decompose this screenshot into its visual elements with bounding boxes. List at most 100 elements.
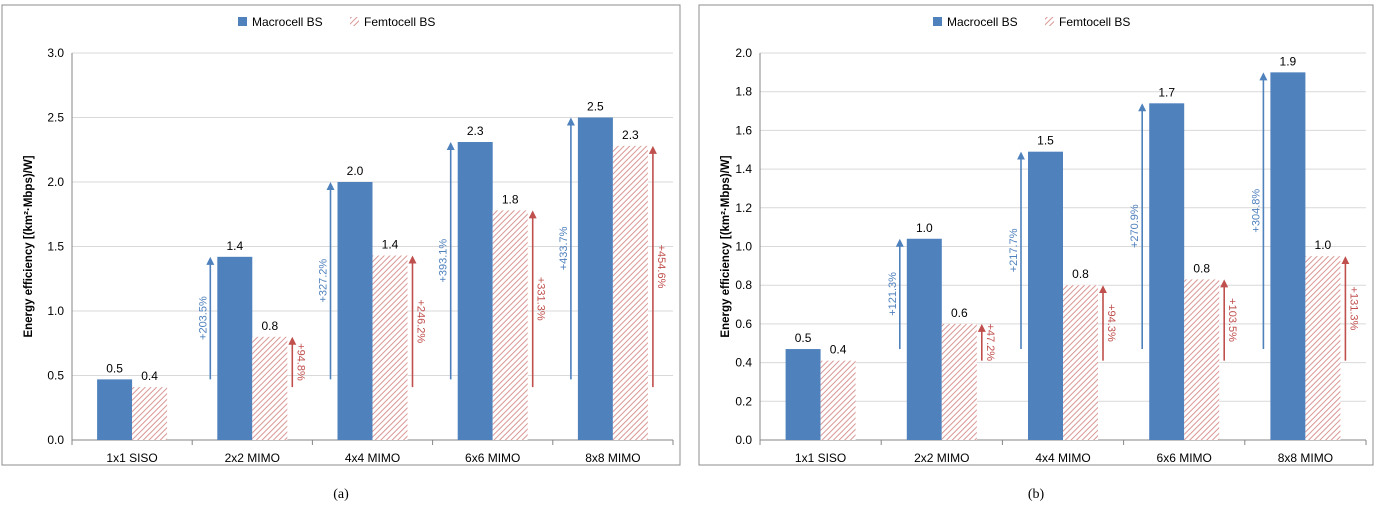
x-category-label: 4x4 MIMO — [345, 451, 400, 465]
x-category-label: 8x8 MIMO — [585, 451, 640, 465]
legend-label-femtocell: Femtocell BS — [1059, 15, 1130, 29]
y-tick-label: 0.0 — [735, 433, 752, 447]
femtocell-value-label: 2.3 — [622, 128, 639, 142]
y-tick-label: 0.2 — [735, 394, 752, 408]
x-category-label: 6x6 MIMO — [465, 451, 520, 465]
y-tick-label: 2.0 — [735, 46, 752, 60]
femtocell-bar — [1305, 256, 1341, 440]
macrocell-bar — [217, 256, 253, 440]
figure-caption: (b) — [1028, 487, 1045, 502]
femtocell-bar — [612, 145, 648, 440]
legend-swatch-macrocell — [933, 17, 942, 26]
macrocell-bar — [457, 142, 493, 440]
growth-percent-label: +47.2% — [984, 323, 996, 361]
growth-percent-label: +103.5% — [1226, 298, 1238, 342]
legend-swatch-macrocell — [238, 17, 247, 26]
femtocell-bar — [820, 360, 856, 440]
femtocell-bar — [1063, 285, 1098, 440]
macrocell-value-label: 1.4 — [226, 239, 243, 253]
legend-swatch-femtocell — [350, 17, 359, 26]
y-tick-label: 1.8 — [735, 85, 752, 99]
y-tick-label: 3.0 — [47, 46, 64, 60]
femtocell-value-label: 1.0 — [1315, 238, 1332, 252]
femtocell-value-label: 0.8 — [1193, 261, 1210, 275]
macrocell-bar — [97, 379, 133, 440]
y-tick-label: 1.5 — [47, 240, 64, 254]
y-tick-label: 1.4 — [735, 162, 752, 176]
growth-percent-label: +331.3% — [535, 277, 547, 321]
y-tick-label: 0.8 — [735, 278, 752, 292]
legend-label-macrocell: Macrocell BS — [252, 15, 323, 29]
growth-percent-label: +393.1% — [438, 239, 450, 283]
y-tick-label: 1.6 — [735, 123, 752, 137]
growth-percent-label: +327.2% — [318, 259, 330, 303]
y-tick-label: 1.2 — [735, 201, 752, 215]
x-category-label: 2x2 MIMO — [225, 451, 280, 465]
femtocell-value-label: 0.6 — [951, 306, 968, 320]
y-tick-label: 1.0 — [735, 240, 752, 254]
macrocell-value-label: 0.5 — [795, 331, 812, 345]
macrocell-value-label: 1.9 — [1280, 54, 1297, 68]
macrocell-bar — [1028, 151, 1063, 440]
femtocell-value-label: 1.8 — [502, 192, 519, 206]
y-tick-label: 0.6 — [735, 317, 752, 331]
macrocell-value-label: 2.5 — [587, 100, 604, 114]
figure-caption: (a) — [333, 487, 349, 502]
macrocell-bar — [1270, 72, 1306, 440]
y-tick-label: 2.0 — [47, 175, 64, 189]
macrocell-bar — [785, 349, 821, 440]
macrocell-value-label: 1.0 — [916, 221, 933, 235]
x-category-label: 8x8 MIMO — [1278, 451, 1333, 465]
legend: Macrocell BS Femtocell BS — [933, 15, 1130, 29]
femtocell-bar — [1184, 279, 1220, 440]
growth-percent-label: +304.8% — [1250, 189, 1262, 233]
macrocell-value-label: 2.0 — [347, 164, 364, 178]
growth-percent-label: +246.2% — [415, 299, 427, 343]
legend-label-femtocell: Femtocell BS — [364, 15, 435, 29]
y-axis-title: Energy efficiency [(km²·Mbps)/W] — [23, 155, 35, 337]
macrocell-bar — [1149, 103, 1185, 440]
growth-percent-label: +217.7% — [1008, 228, 1020, 272]
growth-percent-label: +94.3% — [1105, 304, 1117, 342]
growth-percent-label: +131.3% — [1347, 287, 1359, 331]
x-category-label: 1x1 SISO — [106, 451, 157, 465]
chart-panel-a: 0.0 0.5 1.0 1.5 2.0 2.5 3.0 Energy efficiency [… — [1, 4, 681, 502]
growth-percent-label: +270.9% — [1129, 204, 1141, 248]
x-category-label: 6x6 MIMO — [1157, 451, 1212, 465]
femtocell-bar — [941, 323, 977, 440]
femtocell-bar — [492, 210, 528, 440]
femtocell-bar — [252, 336, 288, 440]
femtocell-value-label: 0.8 — [261, 319, 278, 333]
macrocell-bar — [577, 117, 613, 440]
growth-percent-label: +94.8% — [294, 343, 306, 381]
femtocell-value-label: 0.4 — [141, 369, 158, 383]
legend: Macrocell BS Femtocell BS — [238, 15, 435, 29]
macrocell-value-label: 0.5 — [106, 361, 123, 375]
legend-label-macrocell: Macrocell BS — [947, 15, 1018, 29]
femtocell-bar — [372, 255, 408, 440]
x-category-label: 4x4 MIMO — [1035, 451, 1090, 465]
macrocell-value-label: 1.5 — [1037, 134, 1054, 148]
y-tick-label: 0.4 — [735, 356, 752, 370]
chart-panel-b: 0.0 0.2 0.4 0.6 0.8 1.0 1.2 1.4 1.6 1.8 2.0 Energy … — [698, 4, 1374, 502]
x-category-label: 2x2 MIMO — [914, 451, 969, 465]
y-tick-label: 2.5 — [47, 111, 64, 125]
y-tick-label: 0.5 — [47, 369, 64, 383]
y-tick-label: 1.0 — [47, 304, 64, 318]
growth-percent-label: +121.3% — [887, 272, 899, 316]
legend-swatch-femtocell — [1045, 17, 1054, 26]
y-tick-label: 0.0 — [47, 433, 64, 447]
macrocell-bar — [337, 182, 373, 440]
femtocell-value-label: 0.4 — [830, 343, 847, 357]
growth-percent-label: +203.5% — [197, 296, 209, 340]
growth-percent-label: +433.7% — [558, 226, 570, 270]
femtocell-bar — [132, 387, 168, 440]
x-category-label: 1x1 SISO — [795, 451, 846, 465]
macrocell-bar — [906, 238, 942, 440]
femtocell-value-label: 0.8 — [1072, 267, 1089, 281]
y-axis-title: Energy efficiency [(km²·Mbps)/W] — [720, 155, 732, 337]
macrocell-value-label: 1.7 — [1158, 85, 1175, 99]
growth-percent-label: +454.6% — [655, 245, 667, 289]
femtocell-value-label: 1.4 — [382, 238, 399, 252]
